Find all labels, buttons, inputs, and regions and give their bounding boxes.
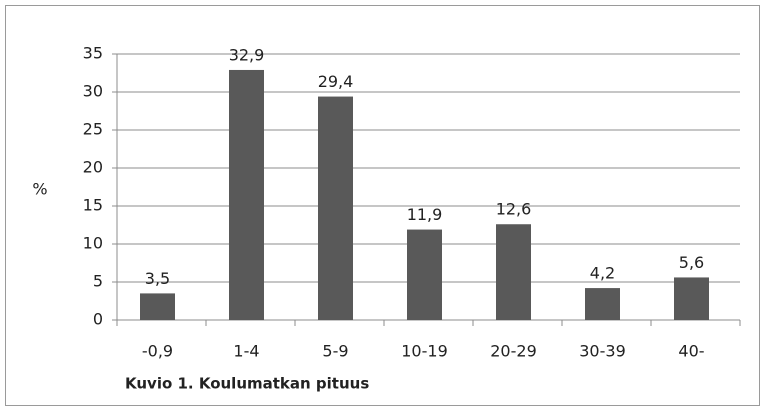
x-tick-label: 10-19 xyxy=(401,342,448,361)
y-tick-label: 35 xyxy=(83,44,103,63)
y-tick-label: 30 xyxy=(83,82,103,101)
y-tick-label: 25 xyxy=(83,120,103,139)
data-label: 5,6 xyxy=(679,253,704,272)
y-tick-label: 20 xyxy=(83,158,103,177)
data-label: 11,9 xyxy=(407,205,443,224)
x-tick-label: 20-29 xyxy=(490,342,537,361)
x-tick-label: 30-39 xyxy=(579,342,626,361)
data-label: 29,4 xyxy=(318,72,354,91)
y-tick-label: 0 xyxy=(93,310,103,329)
bar xyxy=(318,96,353,320)
x-tick-label: 5-9 xyxy=(322,342,348,361)
y-tick-label: 10 xyxy=(83,234,103,253)
data-label: 32,9 xyxy=(229,45,265,64)
bar xyxy=(674,277,709,320)
x-tick-label: -0,9 xyxy=(142,342,173,361)
caption: Kuvio 1. Koulumatkan pituus xyxy=(125,375,369,393)
bar xyxy=(585,288,620,320)
data-label: 4,2 xyxy=(590,264,615,283)
bar xyxy=(229,69,264,321)
data-label: 3,5 xyxy=(145,269,170,288)
x-tick-label: 1-4 xyxy=(233,342,259,361)
bar xyxy=(496,224,531,320)
bar xyxy=(140,293,175,320)
data-label: 12,6 xyxy=(496,200,532,219)
bar xyxy=(407,229,442,320)
x-tick-label: 40- xyxy=(678,342,704,361)
y-axis-label: % xyxy=(32,180,47,199)
y-tick-label: 15 xyxy=(83,196,103,215)
y-tick-label: 5 xyxy=(93,272,103,291)
